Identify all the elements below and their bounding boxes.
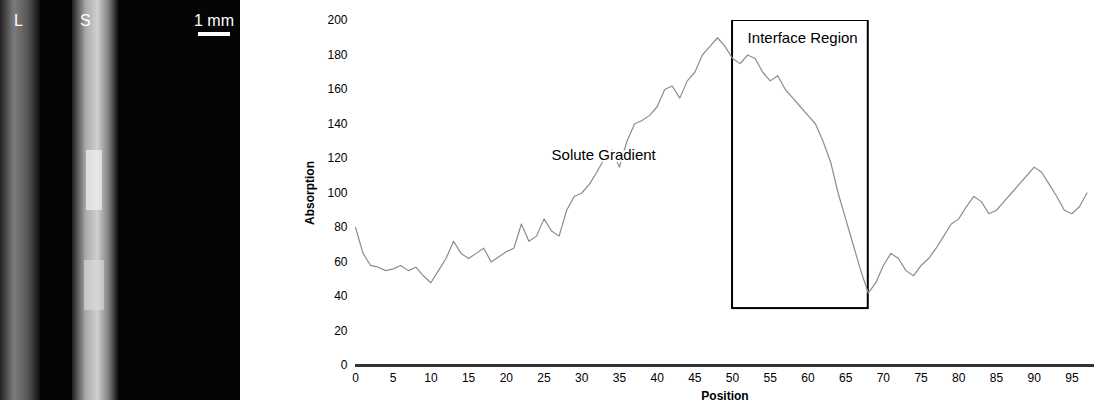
- svg-text:90: 90: [1027, 371, 1041, 385]
- svg-text:L: L: [14, 12, 23, 29]
- svg-text:75: 75: [914, 371, 928, 385]
- svg-text:S: S: [80, 12, 91, 29]
- svg-text:60: 60: [801, 371, 815, 385]
- svg-text:55: 55: [764, 371, 778, 385]
- svg-text:0: 0: [341, 358, 348, 372]
- svg-text:60: 60: [334, 255, 348, 269]
- svg-text:Absorption: Absorption: [303, 161, 317, 225]
- svg-text:Position: Position: [701, 389, 748, 403]
- svg-text:160: 160: [327, 82, 347, 96]
- svg-text:80: 80: [952, 371, 966, 385]
- svg-text:100: 100: [327, 186, 347, 200]
- svg-text:25: 25: [537, 371, 551, 385]
- svg-text:35: 35: [613, 371, 627, 385]
- svg-text:20: 20: [334, 324, 348, 338]
- svg-text:Solute Gradient: Solute Gradient: [552, 146, 657, 163]
- svg-text:45: 45: [688, 371, 702, 385]
- svg-text:70: 70: [877, 371, 891, 385]
- svg-text:140: 140: [327, 117, 347, 131]
- svg-text:15: 15: [462, 371, 476, 385]
- svg-text:80: 80: [334, 220, 348, 234]
- svg-text:50: 50: [726, 371, 740, 385]
- svg-text:30: 30: [575, 371, 589, 385]
- svg-text:10: 10: [424, 371, 438, 385]
- svg-text:20: 20: [500, 371, 514, 385]
- svg-text:1 mm: 1 mm: [194, 12, 234, 29]
- svg-text:5: 5: [390, 371, 397, 385]
- svg-text:120: 120: [327, 151, 347, 165]
- svg-text:0: 0: [352, 371, 359, 385]
- svg-text:95: 95: [1065, 371, 1079, 385]
- svg-text:Interface Region: Interface Region: [748, 29, 858, 46]
- svg-text:40: 40: [334, 289, 348, 303]
- svg-text:200: 200: [327, 13, 347, 27]
- svg-text:40: 40: [650, 371, 664, 385]
- svg-text:65: 65: [839, 371, 853, 385]
- svg-text:85: 85: [990, 371, 1004, 385]
- svg-text:180: 180: [327, 48, 347, 62]
